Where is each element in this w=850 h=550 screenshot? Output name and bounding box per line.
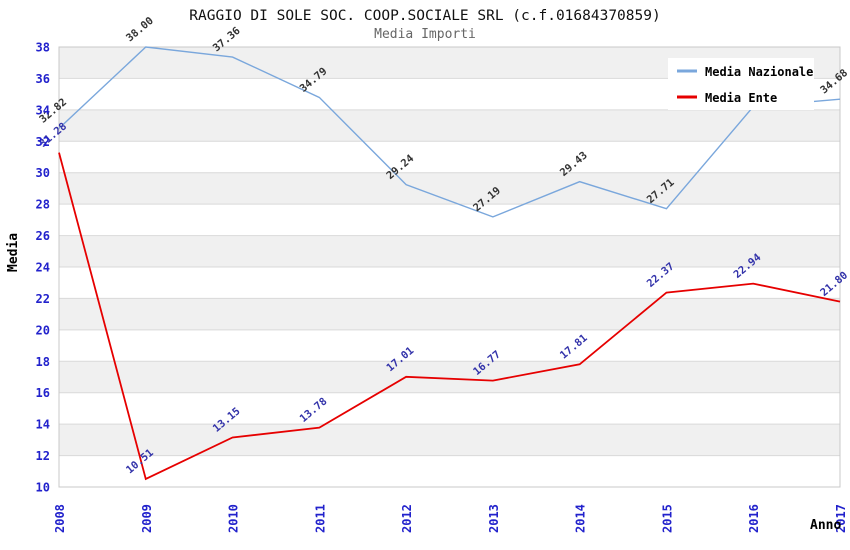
chart-title: RAGGIO DI SOLE SOC. COOP.SOCIALE SRL (c.… <box>189 8 660 24</box>
chart-subtitle: Media Importi <box>374 27 476 42</box>
x-tick-label: 2015 <box>660 504 674 533</box>
plot-band <box>59 361 840 393</box>
plot-band <box>59 204 840 236</box>
y-tick-label: 14 <box>36 418 50 432</box>
series-line-media-nazionale <box>58 46 841 218</box>
plot-band <box>59 392 840 425</box>
series-lines <box>58 46 841 481</box>
x-tick-label: 2013 <box>487 504 501 533</box>
x-tick-label: 2011 <box>313 504 327 533</box>
y-tick-label: 32 <box>36 135 50 149</box>
x-tick-label: 2008 <box>53 504 67 533</box>
data-point-label-media-nazionale: 38.00 <box>124 15 156 45</box>
x-tick-label: 2017 <box>834 504 848 533</box>
plot-band <box>59 141 840 173</box>
plot-band <box>59 298 840 330</box>
x-tick-label: 2012 <box>400 504 414 533</box>
y-tick-label: 38 <box>36 41 50 55</box>
plot-band <box>59 267 840 299</box>
x-tick-label: 2009 <box>140 504 154 533</box>
x-tick-label: 2010 <box>227 504 241 533</box>
y-axis-tick-labels: 10 12 14 16 18 20 22 24 26 28 30 32 34 36 38 <box>36 41 50 495</box>
plot-band <box>59 109 840 142</box>
y-tick-label: 12 <box>36 449 50 463</box>
legend-label-media-nazionale: Media Nazionale <box>705 65 813 79</box>
y-tick-label: 30 <box>36 166 50 180</box>
y-tick-label: 34 <box>36 103 50 117</box>
plot-band <box>59 424 840 456</box>
y-tick-label: 10 <box>36 481 50 495</box>
plot-band <box>59 172 840 205</box>
plot-band <box>59 455 840 487</box>
y-tick-label: 18 <box>36 355 50 369</box>
y-tick-label: 16 <box>36 386 50 400</box>
legend-label-media-ente: Media Ente <box>705 91 777 105</box>
y-axis-title: Media <box>6 233 21 272</box>
plot-border <box>58 46 841 488</box>
y-tick-label: 22 <box>36 292 50 306</box>
x-tick-label: 2016 <box>747 504 761 533</box>
legend: Media Nazionale Media Ente <box>668 58 814 110</box>
x-axis-tick-labels: 2008 2009 2010 2011 2012 2013 2014 2015 2016 2017 <box>53 504 848 533</box>
y-tick-label: 24 <box>36 261 50 275</box>
legend-box <box>668 58 814 110</box>
x-axis-title: Anno <box>810 518 841 533</box>
x-tick-label: 2014 <box>574 504 588 533</box>
y-tick-label: 36 <box>36 72 50 86</box>
y-tick-label: 20 <box>36 323 50 337</box>
plot-band <box>59 329 840 362</box>
y-tick-label: 26 <box>36 229 50 243</box>
plot-band <box>59 235 840 267</box>
y-tick-label: 28 <box>36 198 50 212</box>
series-line-media-ente <box>58 152 841 481</box>
